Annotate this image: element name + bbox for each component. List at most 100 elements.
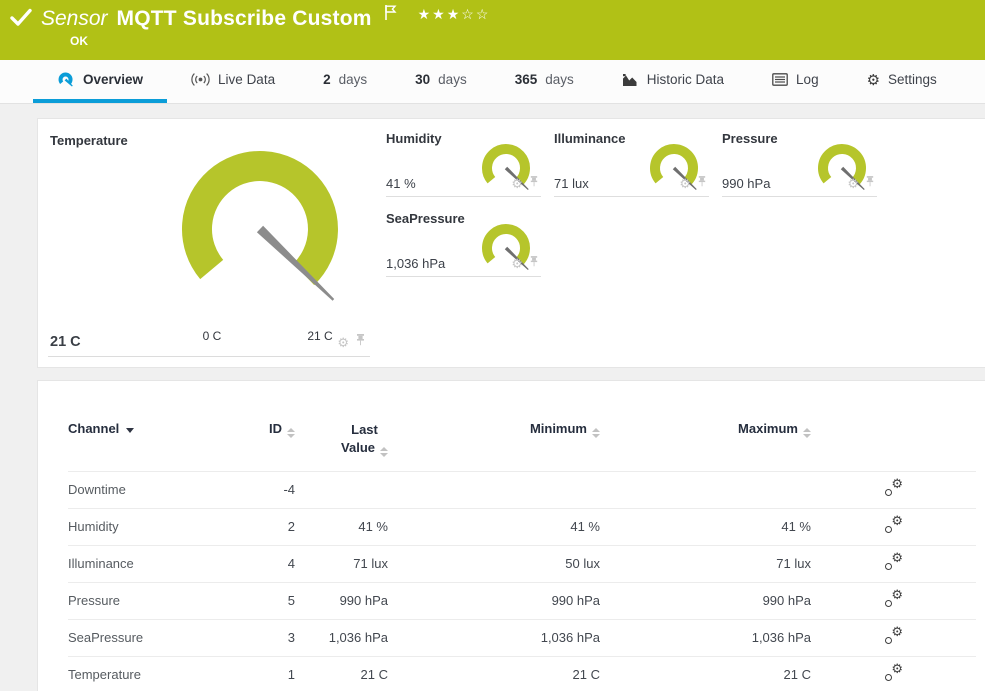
tab-settings[interactable]: ⚙ Settings — [843, 60, 961, 103]
channel-name: Pressure — [722, 131, 778, 146]
sensor-header: Sensor MQTT Subscribe Custom ★★★☆☆ OK — [0, 0, 985, 60]
status-badge: OK — [70, 34, 88, 48]
channel-value: 990 hPa — [722, 176, 771, 191]
live-icon — [191, 72, 210, 87]
tab-label: Log — [796, 72, 819, 87]
gauge-card-seapressure: SeaPressure 1,036 hPa ⚙ — [386, 209, 541, 277]
pin-icon[interactable] — [865, 175, 875, 193]
tab-label: Historic Data — [646, 72, 725, 87]
cell-last-value — [295, 470, 388, 509]
chevron-down-icon — [126, 428, 135, 433]
gauge-scale-max: 21 C — [307, 329, 333, 343]
channel-settings-icon[interactable]: ⚙ — [884, 662, 903, 682]
column-header-maximum[interactable]: Maximum — [600, 421, 811, 471]
channel-name: Illuminance — [554, 131, 626, 146]
table-row: Illuminance 4 71 lux 50 lux 71 lux ⚙ — [68, 544, 976, 583]
channel-settings-gear-icon[interactable]: ⚙ — [679, 176, 691, 192]
cell-channel: Illuminance — [68, 544, 263, 583]
channel-value: 21 C — [50, 334, 81, 350]
cell-minimum: 1,036 hPa — [388, 618, 600, 657]
cell-channel: Humidity — [68, 507, 263, 546]
tab-label: Overview — [83, 72, 144, 87]
channel-settings-gear-icon[interactable]: ⚙ — [337, 335, 349, 351]
cell-minimum: 21 C — [388, 655, 600, 691]
tab-label: Live Data — [218, 72, 276, 87]
channel-settings-icon[interactable]: ⚙ — [884, 625, 903, 645]
cell-channel: Pressure — [68, 581, 263, 620]
channel-settings-icon[interactable]: ⚙ — [884, 551, 903, 571]
cell-channel: Downtime — [68, 470, 263, 509]
gauge-card-temperature: Temperature 0 C 21 C 21 C ⚙ — [48, 119, 370, 357]
gauge-card-illuminance: Illuminance 71 lux ⚙ — [554, 129, 709, 197]
tab-label: Settings — [888, 72, 937, 87]
channel-value: 41 % — [386, 176, 416, 191]
cell-channel: SeaPressure — [68, 618, 263, 657]
cell-maximum: 21 C — [600, 655, 811, 691]
tab-bar: Overview Live Data 2 days 30 days 365 da… — [0, 60, 985, 104]
column-header-channel[interactable]: Channel — [68, 421, 263, 471]
sort-icon — [592, 428, 600, 438]
gauge-card-humidity: Humidity 41 % ⚙ — [386, 129, 541, 197]
cell-last-value: 71 lux — [295, 544, 388, 583]
cell-minimum: 41 % — [388, 507, 600, 546]
status-ok-check-icon — [10, 8, 32, 31]
tab-2-days[interactable]: 2 days — [299, 60, 391, 103]
pin-icon[interactable] — [529, 175, 539, 193]
gauges-panel: Temperature 0 C 21 C 21 C ⚙ Humidity 41 … — [37, 118, 985, 368]
channel-settings-icon[interactable]: ⚙ — [884, 588, 903, 608]
log-icon — [772, 73, 788, 86]
cell-minimum: 50 lux — [388, 544, 600, 583]
cell-maximum — [600, 470, 811, 509]
column-header-actions — [811, 421, 976, 471]
pin-icon[interactable] — [355, 334, 366, 352]
cell-id: 4 — [263, 544, 295, 583]
flag-icon[interactable] — [384, 4, 397, 26]
cell-maximum: 41 % — [600, 507, 811, 546]
tab-number: 2 — [323, 72, 331, 87]
pin-icon[interactable] — [697, 175, 707, 193]
sort-icon — [287, 428, 295, 438]
tab-unit: days — [438, 72, 467, 87]
cell-last-value: 21 C — [295, 655, 388, 691]
channel-settings-icon[interactable]: ⚙ — [884, 514, 903, 534]
tab-number: 365 — [514, 72, 538, 87]
cell-id: 1 — [263, 655, 295, 691]
column-header-last-value[interactable]: Last Value — [295, 421, 388, 471]
channel-settings-icon[interactable]: ⚙ — [884, 477, 903, 497]
tab-historic-data[interactable]: Historic Data — [598, 60, 748, 103]
tab-365-days[interactable]: 365 days — [491, 60, 598, 103]
channel-settings-gear-icon[interactable]: ⚙ — [511, 256, 523, 272]
temperature-gauge — [144, 145, 376, 312]
gear-icon: ⚙ — [866, 70, 881, 89]
cell-channel: Temperature — [68, 655, 263, 691]
channel-name: Temperature — [50, 133, 128, 148]
cell-id: 2 — [263, 507, 295, 546]
priority-stars[interactable]: ★★★☆☆ — [417, 5, 491, 22]
cell-last-value: 1,036 hPa — [295, 618, 388, 657]
tab-number: 30 — [415, 72, 431, 87]
cell-minimum — [388, 470, 600, 509]
cell-id: -4 — [263, 470, 295, 509]
sort-icon — [803, 428, 811, 438]
column-header-id[interactable]: ID — [263, 421, 295, 471]
table-row: Pressure 5 990 hPa 990 hPa 990 hPa ⚙ — [68, 581, 976, 620]
pin-icon[interactable] — [529, 255, 539, 273]
page-title: MQTT Subscribe Custom — [116, 7, 372, 30]
channel-settings-gear-icon[interactable]: ⚙ — [511, 176, 523, 192]
column-header-minimum[interactable]: Minimum — [388, 421, 600, 471]
table-header-row: Channel ID Last Value Minimum Maximum — [68, 421, 976, 471]
tab-unit: days — [545, 72, 574, 87]
tab-overview[interactable]: Overview — [33, 60, 168, 103]
channel-value: 1,036 hPa — [386, 256, 446, 271]
channel-name: Humidity — [386, 131, 442, 146]
table-row: Temperature 1 21 C 21 C 21 C ⚙ — [68, 655, 976, 691]
cell-last-value: 990 hPa — [295, 581, 388, 620]
channel-value: 71 lux — [554, 176, 589, 191]
tab-30-days[interactable]: 30 days — [391, 60, 491, 103]
tab-log[interactable]: Log — [748, 60, 843, 103]
gauge-card-pressure: Pressure 990 hPa ⚙ — [722, 129, 877, 197]
cell-maximum: 71 lux — [600, 544, 811, 583]
channel-settings-gear-icon[interactable]: ⚙ — [847, 176, 859, 192]
cell-minimum: 990 hPa — [388, 581, 600, 620]
tab-live-data[interactable]: Live Data — [167, 60, 299, 103]
